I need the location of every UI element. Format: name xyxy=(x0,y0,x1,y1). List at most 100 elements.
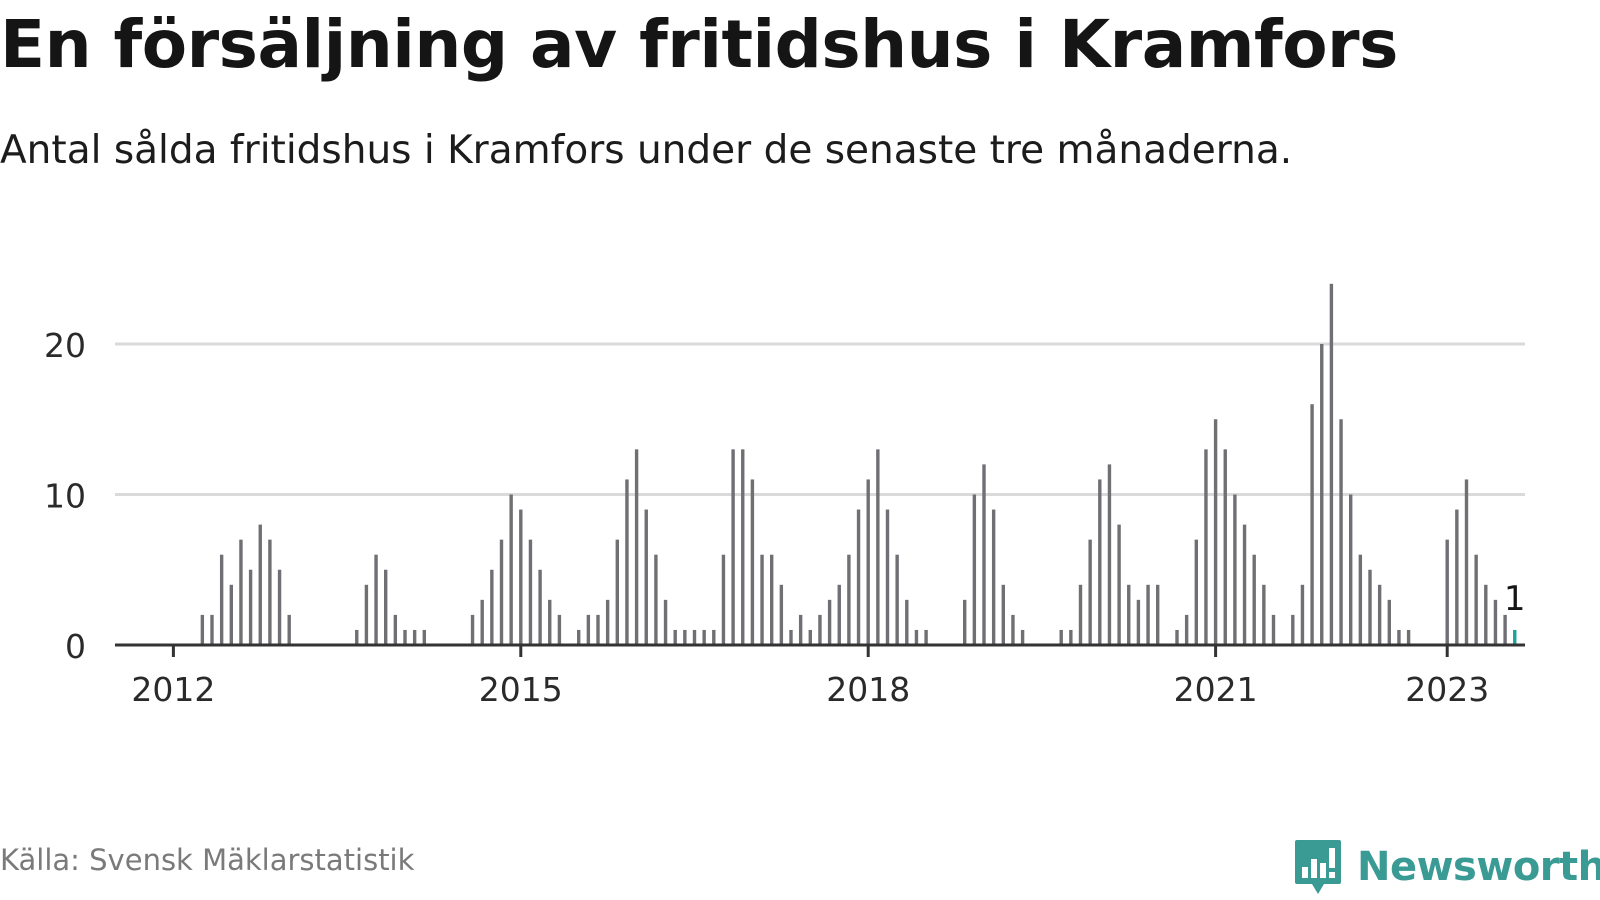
bar xyxy=(393,614,398,645)
bar xyxy=(200,614,205,645)
bar xyxy=(596,614,600,645)
bar xyxy=(1368,569,1372,645)
bar xyxy=(905,599,909,645)
chart-subtitle: Antal sålda fritidshus i Kramfors under … xyxy=(0,128,1293,173)
bar xyxy=(721,554,726,645)
bar xyxy=(1213,419,1218,645)
bar xyxy=(384,569,388,645)
bar xyxy=(1184,614,1189,645)
bar xyxy=(712,629,716,645)
bar xyxy=(750,479,755,645)
bar xyxy=(818,614,822,645)
bar xyxy=(692,629,697,645)
bar xyxy=(1484,584,1488,645)
highlight-value-label: 1 xyxy=(1504,579,1526,619)
bar xyxy=(1233,494,1237,645)
bar xyxy=(972,494,977,645)
bar-chart: 0 10 20 2012 2015 2018 2021 2023 1 xyxy=(44,283,1526,709)
bar xyxy=(1059,629,1063,645)
x-tick-label: 2021 xyxy=(1174,670,1258,709)
bar xyxy=(798,614,803,645)
bar xyxy=(605,599,610,645)
brand-name: Newsworthy xyxy=(1357,844,1600,890)
bar xyxy=(634,449,639,645)
bar xyxy=(615,539,619,645)
bar xyxy=(1098,479,1102,645)
bar xyxy=(1329,283,1334,645)
bar xyxy=(355,629,359,645)
bar xyxy=(258,524,262,645)
bar xyxy=(239,539,243,645)
bar xyxy=(470,614,475,645)
bar xyxy=(779,584,784,645)
bar xyxy=(287,614,291,645)
bar xyxy=(1107,464,1112,645)
bar xyxy=(548,599,552,645)
bar xyxy=(1271,614,1276,645)
bar xyxy=(963,599,967,645)
bar xyxy=(1136,599,1141,645)
x-tick-label: 2023 xyxy=(1405,670,1489,709)
bar xyxy=(673,629,677,645)
bar xyxy=(1310,404,1314,645)
y-axis: 0 10 20 xyxy=(44,326,86,666)
newsworthy-logo-icon xyxy=(1295,840,1341,894)
x-axis: 2012 2015 2018 2021 2023 xyxy=(115,643,1525,709)
bar xyxy=(422,629,426,645)
bar xyxy=(924,629,928,645)
bar xyxy=(1406,629,1411,645)
bar xyxy=(1242,524,1247,645)
bar xyxy=(1397,629,1401,645)
bar xyxy=(731,449,735,645)
bars xyxy=(200,283,1517,645)
bar xyxy=(1252,554,1256,645)
bar xyxy=(1223,449,1227,645)
bar xyxy=(210,614,214,645)
bar xyxy=(644,509,648,645)
bar xyxy=(1001,584,1005,645)
bar xyxy=(1020,629,1025,645)
bar xyxy=(1175,629,1179,645)
gridlines xyxy=(115,342,1525,496)
bar xyxy=(586,614,591,645)
bar xyxy=(1146,584,1150,645)
bar xyxy=(1377,584,1382,645)
bar xyxy=(499,539,504,645)
bar xyxy=(847,554,851,645)
bar xyxy=(1127,584,1131,645)
y-tick-label: 20 xyxy=(44,326,86,365)
bar xyxy=(374,554,378,645)
bar-highlight xyxy=(1513,629,1517,645)
bar xyxy=(403,629,407,645)
bar xyxy=(1069,629,1073,645)
bar xyxy=(1464,479,1469,645)
bar xyxy=(885,509,890,645)
annotations: 1 xyxy=(1504,579,1526,619)
bar xyxy=(663,599,668,645)
bar xyxy=(876,449,880,645)
bar xyxy=(702,629,706,645)
bar xyxy=(625,479,629,645)
bar xyxy=(538,569,542,645)
bar xyxy=(1503,614,1507,645)
bar xyxy=(577,629,581,645)
newsworthy-logo[interactable]: Newsworthy xyxy=(1293,838,1600,896)
bar xyxy=(1011,614,1015,645)
bar xyxy=(789,629,793,645)
bar xyxy=(808,629,812,645)
bar xyxy=(364,584,369,645)
bar xyxy=(490,569,494,645)
bar xyxy=(248,569,253,645)
bar xyxy=(277,569,282,645)
bar xyxy=(480,599,484,645)
y-tick-label: 0 xyxy=(65,627,86,666)
bar xyxy=(1291,614,1295,645)
bar xyxy=(1358,554,1363,645)
y-tick-label: 10 xyxy=(44,477,86,516)
source-note: Källa: Svensk Mäklarstatistik xyxy=(0,843,415,877)
bar xyxy=(1349,494,1353,645)
x-tick-label: 2015 xyxy=(479,670,563,709)
bar xyxy=(229,584,233,645)
bar xyxy=(1088,539,1092,645)
bar xyxy=(991,509,996,645)
